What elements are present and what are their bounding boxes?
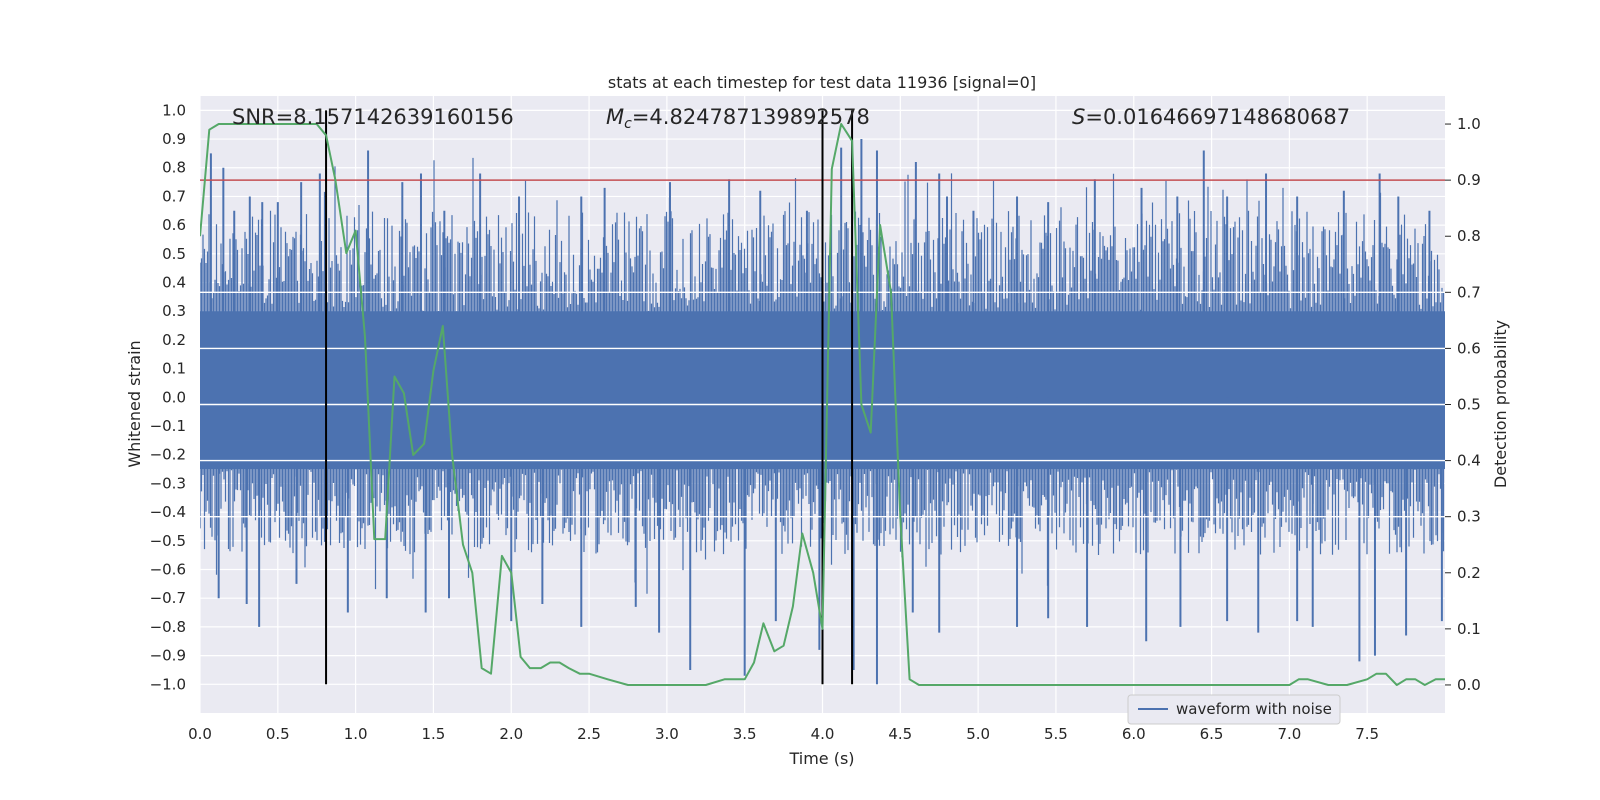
right-tick-label: 0.3 xyxy=(1457,508,1481,526)
x-tick-label: 4.5 xyxy=(888,725,912,743)
right-tick-label: 0.5 xyxy=(1457,396,1481,414)
right-tick-label: 0.1 xyxy=(1457,620,1481,638)
left-tick-label: −0.6 xyxy=(150,561,186,579)
right-tick-label: 0.2 xyxy=(1457,564,1481,582)
legend-label: waveform with noise xyxy=(1176,700,1332,718)
snr-annotation: SNR=8.157142639160156 xyxy=(232,105,514,129)
left-tick-label: −0.9 xyxy=(150,647,186,665)
left-tick-label: 1.0 xyxy=(162,101,186,119)
left-tick-label: 0.1 xyxy=(162,360,186,378)
left-tick-label: 0.5 xyxy=(162,245,186,263)
left-tick-label: −0.1 xyxy=(150,417,186,435)
left-tick-label: −0.3 xyxy=(150,474,186,492)
x-tick-label: 3.5 xyxy=(733,725,757,743)
x-tick-label: 5.5 xyxy=(1044,725,1068,743)
right-axis-label: Detection probability xyxy=(1491,320,1510,488)
right-tick-label: 0.7 xyxy=(1457,283,1481,301)
mc-annotation: Mc=4.824787139892578 xyxy=(606,105,870,132)
waveform-noise xyxy=(200,157,1445,594)
left-tick-label: 0.3 xyxy=(162,302,186,320)
left-tick-label: 0.8 xyxy=(162,159,186,177)
left-tick-label: 0.2 xyxy=(162,331,186,349)
x-axis-label: Time (s) xyxy=(788,749,854,768)
x-tick-label: 1.0 xyxy=(344,725,368,743)
left-tick-label: −0.4 xyxy=(150,503,186,521)
legend: waveform with noise xyxy=(1127,694,1341,725)
x-tick-label: 2.5 xyxy=(577,725,601,743)
plot-area xyxy=(200,110,1445,686)
left-tick-label: −0.7 xyxy=(150,589,186,607)
probability-line xyxy=(200,123,1445,686)
x-tick-label: 4.0 xyxy=(811,725,835,743)
left-tick-label: 0.7 xyxy=(162,187,186,205)
left-tick-label: 0.4 xyxy=(162,274,186,292)
left-tick-label: −0.5 xyxy=(150,532,186,550)
x-tick-label: 6.0 xyxy=(1122,725,1146,743)
x-tick-label: 2.0 xyxy=(499,725,523,743)
x-tick-label: 0.5 xyxy=(266,725,290,743)
s-symbol: S xyxy=(1072,105,1085,129)
x-tick-label: 5.0 xyxy=(966,725,990,743)
right-tick-label: 0.0 xyxy=(1457,676,1481,694)
right-tick-label: 0.9 xyxy=(1457,171,1481,189)
left-axis-label: Whitened strain xyxy=(125,340,144,467)
right-tick-label: 0.6 xyxy=(1457,339,1481,357)
left-tick-label: 0.0 xyxy=(162,388,186,406)
x-tick-label: 7.5 xyxy=(1355,725,1379,743)
left-tick-label: −0.8 xyxy=(150,618,186,636)
x-tick-label: 3.0 xyxy=(655,725,679,743)
legend-box xyxy=(1127,694,1341,725)
x-tick-label: 0.0 xyxy=(188,725,212,743)
mc-symbol: M xyxy=(606,105,624,129)
left-tick-label: −0.2 xyxy=(150,446,186,464)
x-tick-label: 6.5 xyxy=(1200,725,1224,743)
x-tick-label: 1.5 xyxy=(422,725,446,743)
right-tick-label: 0.4 xyxy=(1457,452,1481,470)
left-tick-label: 0.9 xyxy=(162,130,186,148)
mc-value: =4.824787139892578 xyxy=(632,105,870,129)
right-tick-label: 0.8 xyxy=(1457,227,1481,245)
mc-subscript: c xyxy=(624,116,632,132)
left-tick-label: 0.6 xyxy=(162,216,186,234)
right-axis-ticks: 1.0 0.9 0.8 0.7 0.6 0.5 0.4 0.3 0.2 0.1 0.0 xyxy=(1445,115,1481,694)
s-value: =0.01646697148680687 xyxy=(1085,105,1350,129)
x-axis-ticks: 0.0 0.5 1.0 1.5 2.0 2.5 3.0 3.5 4.0 4.5 5.0 5.5 6.0 6… xyxy=(188,725,1379,743)
x-tick-label: 7.0 xyxy=(1277,725,1301,743)
left-axis-ticks: 1.0 0.9 0.8 0.7 0.6 0.5 0.4 0.3 0.2 0.1 0.0 −0.1 −0.… xyxy=(150,101,186,693)
left-tick-label: −1.0 xyxy=(150,675,186,693)
chart-title: stats at each timestep for test data 119… xyxy=(608,73,1036,92)
s-annotation: S=0.01646697148680687 xyxy=(1072,105,1350,129)
probability-series xyxy=(200,123,1445,686)
right-tick-label: 1.0 xyxy=(1457,115,1481,133)
